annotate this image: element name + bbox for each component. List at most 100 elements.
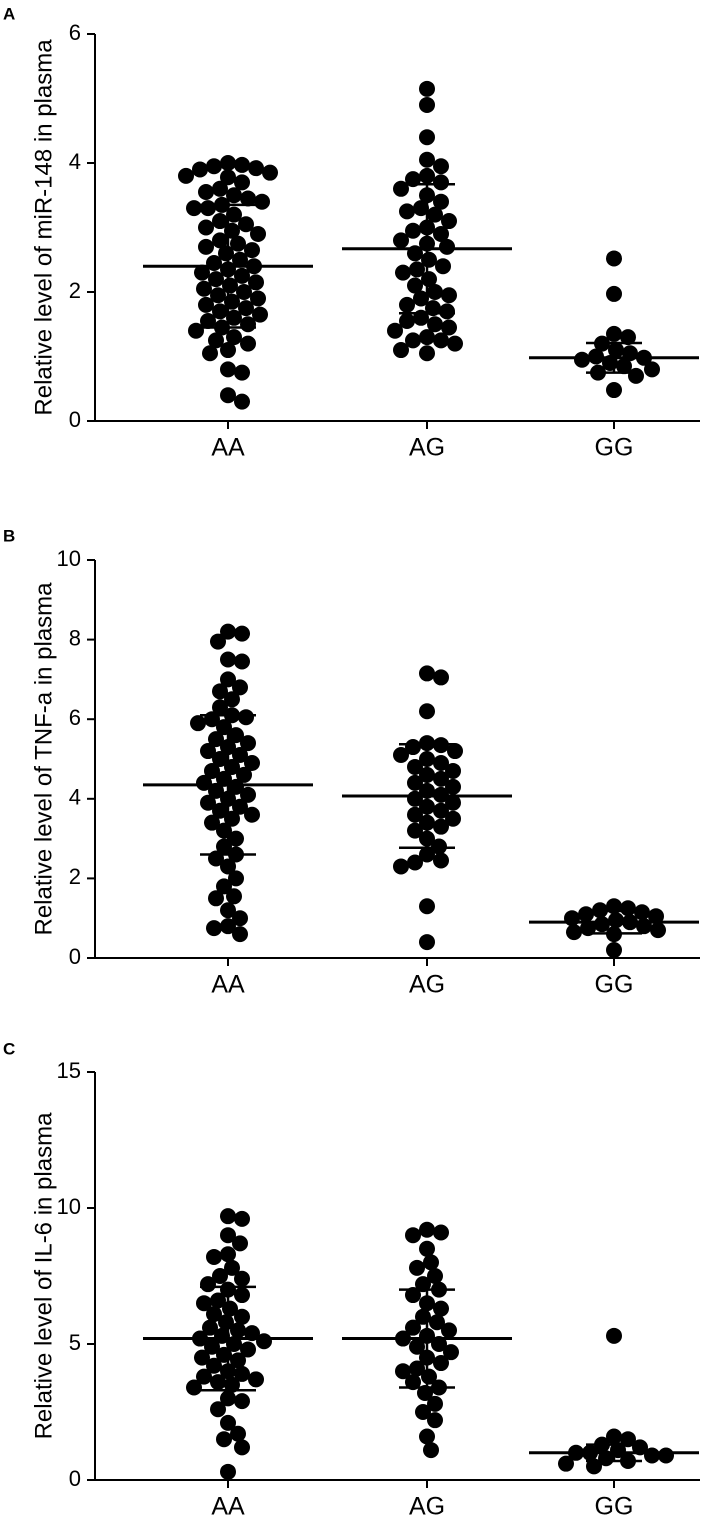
data-point — [409, 1259, 425, 1276]
data-point — [564, 910, 580, 927]
y-tick-label: 6 — [69, 705, 81, 730]
data-point — [606, 1327, 622, 1344]
x-tick-label: AG — [409, 1493, 445, 1521]
data-point — [439, 238, 455, 255]
data-point — [208, 271, 224, 288]
data-point — [198, 219, 214, 236]
data-point — [232, 910, 248, 927]
y-tick-label: 6 — [69, 20, 81, 45]
data-point — [423, 1442, 439, 1459]
data-point — [250, 290, 266, 307]
data-point — [230, 235, 246, 252]
data-point — [433, 1355, 449, 1372]
data-point — [421, 271, 437, 288]
data-point — [419, 1221, 435, 1238]
data-point — [202, 1319, 218, 1336]
data-point — [220, 387, 236, 404]
data-point — [200, 1276, 216, 1293]
data-point — [196, 774, 212, 791]
data-point — [405, 1374, 421, 1391]
data-point — [252, 306, 268, 323]
data-point — [234, 174, 250, 191]
data-point — [433, 1300, 449, 1317]
x-tick-label: AA — [211, 1493, 245, 1521]
data-point — [210, 633, 226, 650]
data-point — [399, 313, 415, 330]
data-point — [419, 151, 435, 168]
data-point — [419, 898, 435, 915]
data-point — [212, 802, 228, 819]
data-point — [606, 325, 622, 342]
data-point — [439, 303, 455, 320]
data-point — [421, 251, 437, 268]
data-point — [407, 822, 423, 839]
data-point — [433, 193, 449, 210]
data-point — [240, 316, 256, 333]
panel: C Relative level of IL-6 in plasma 0 5 10 15 A… — [3, 1039, 700, 1521]
data-point — [200, 743, 216, 760]
data-point — [445, 762, 461, 779]
data-point — [395, 264, 411, 281]
data-point — [234, 393, 250, 410]
data-point — [194, 264, 210, 281]
x-tick-label: GG — [595, 971, 634, 999]
x-tick-label: AA — [211, 434, 245, 462]
data-point — [224, 1259, 240, 1276]
data-point — [204, 762, 220, 779]
data-point — [206, 1306, 222, 1323]
data-point — [409, 261, 425, 278]
data-point — [441, 287, 457, 304]
data-point — [188, 322, 204, 339]
data-point — [212, 683, 228, 700]
data-point — [407, 758, 423, 775]
data-point — [210, 1401, 226, 1418]
y-tick-label: 10 — [57, 546, 81, 571]
data-point — [419, 1428, 435, 1445]
data-point — [393, 342, 409, 359]
data-point — [248, 274, 264, 291]
data-point — [415, 1276, 431, 1293]
data-point — [262, 164, 278, 181]
data-point — [198, 184, 214, 201]
data-point — [208, 890, 224, 907]
data-point — [232, 1235, 248, 1252]
y-axis-label: Relative level of TNF-a in plasma — [30, 582, 57, 936]
y-axis-label: Relative level of IL-6 in plasma — [30, 1112, 57, 1439]
data-point — [206, 1357, 222, 1374]
data-point — [240, 786, 256, 803]
data-point — [238, 216, 254, 233]
data-point — [232, 679, 248, 696]
data-point — [220, 342, 236, 359]
data-point — [240, 190, 256, 207]
data-point — [204, 814, 220, 831]
x-tick-label: AA — [211, 971, 245, 999]
y-tick-label: 0 — [69, 944, 81, 969]
data-point — [433, 332, 449, 349]
y-tick-label: 15 — [57, 1058, 81, 1083]
data-point — [405, 1319, 421, 1336]
y-tick-label: 5 — [69, 1330, 81, 1355]
data-point — [228, 727, 244, 744]
data-point — [606, 285, 622, 302]
data-point — [445, 778, 461, 795]
data-point — [240, 1341, 256, 1358]
data-point — [419, 329, 435, 346]
data-point — [606, 942, 622, 959]
data-point — [399, 296, 415, 313]
data-point — [234, 1210, 250, 1227]
data-point — [212, 232, 228, 249]
data-point — [574, 351, 590, 368]
data-point — [238, 300, 254, 317]
data-point — [220, 651, 236, 668]
data-point — [220, 918, 236, 935]
y-tick-label: 10 — [57, 1194, 81, 1219]
data-point — [658, 1447, 674, 1464]
data-point — [447, 743, 463, 760]
data-point — [616, 358, 632, 375]
data-point — [226, 329, 242, 346]
data-point — [218, 245, 234, 262]
data-point — [192, 161, 208, 178]
data-point — [433, 754, 449, 771]
data-point — [216, 878, 232, 895]
panel: A Relative level of miR-148 in plasma 0 2 4 6… — [3, 4, 700, 462]
